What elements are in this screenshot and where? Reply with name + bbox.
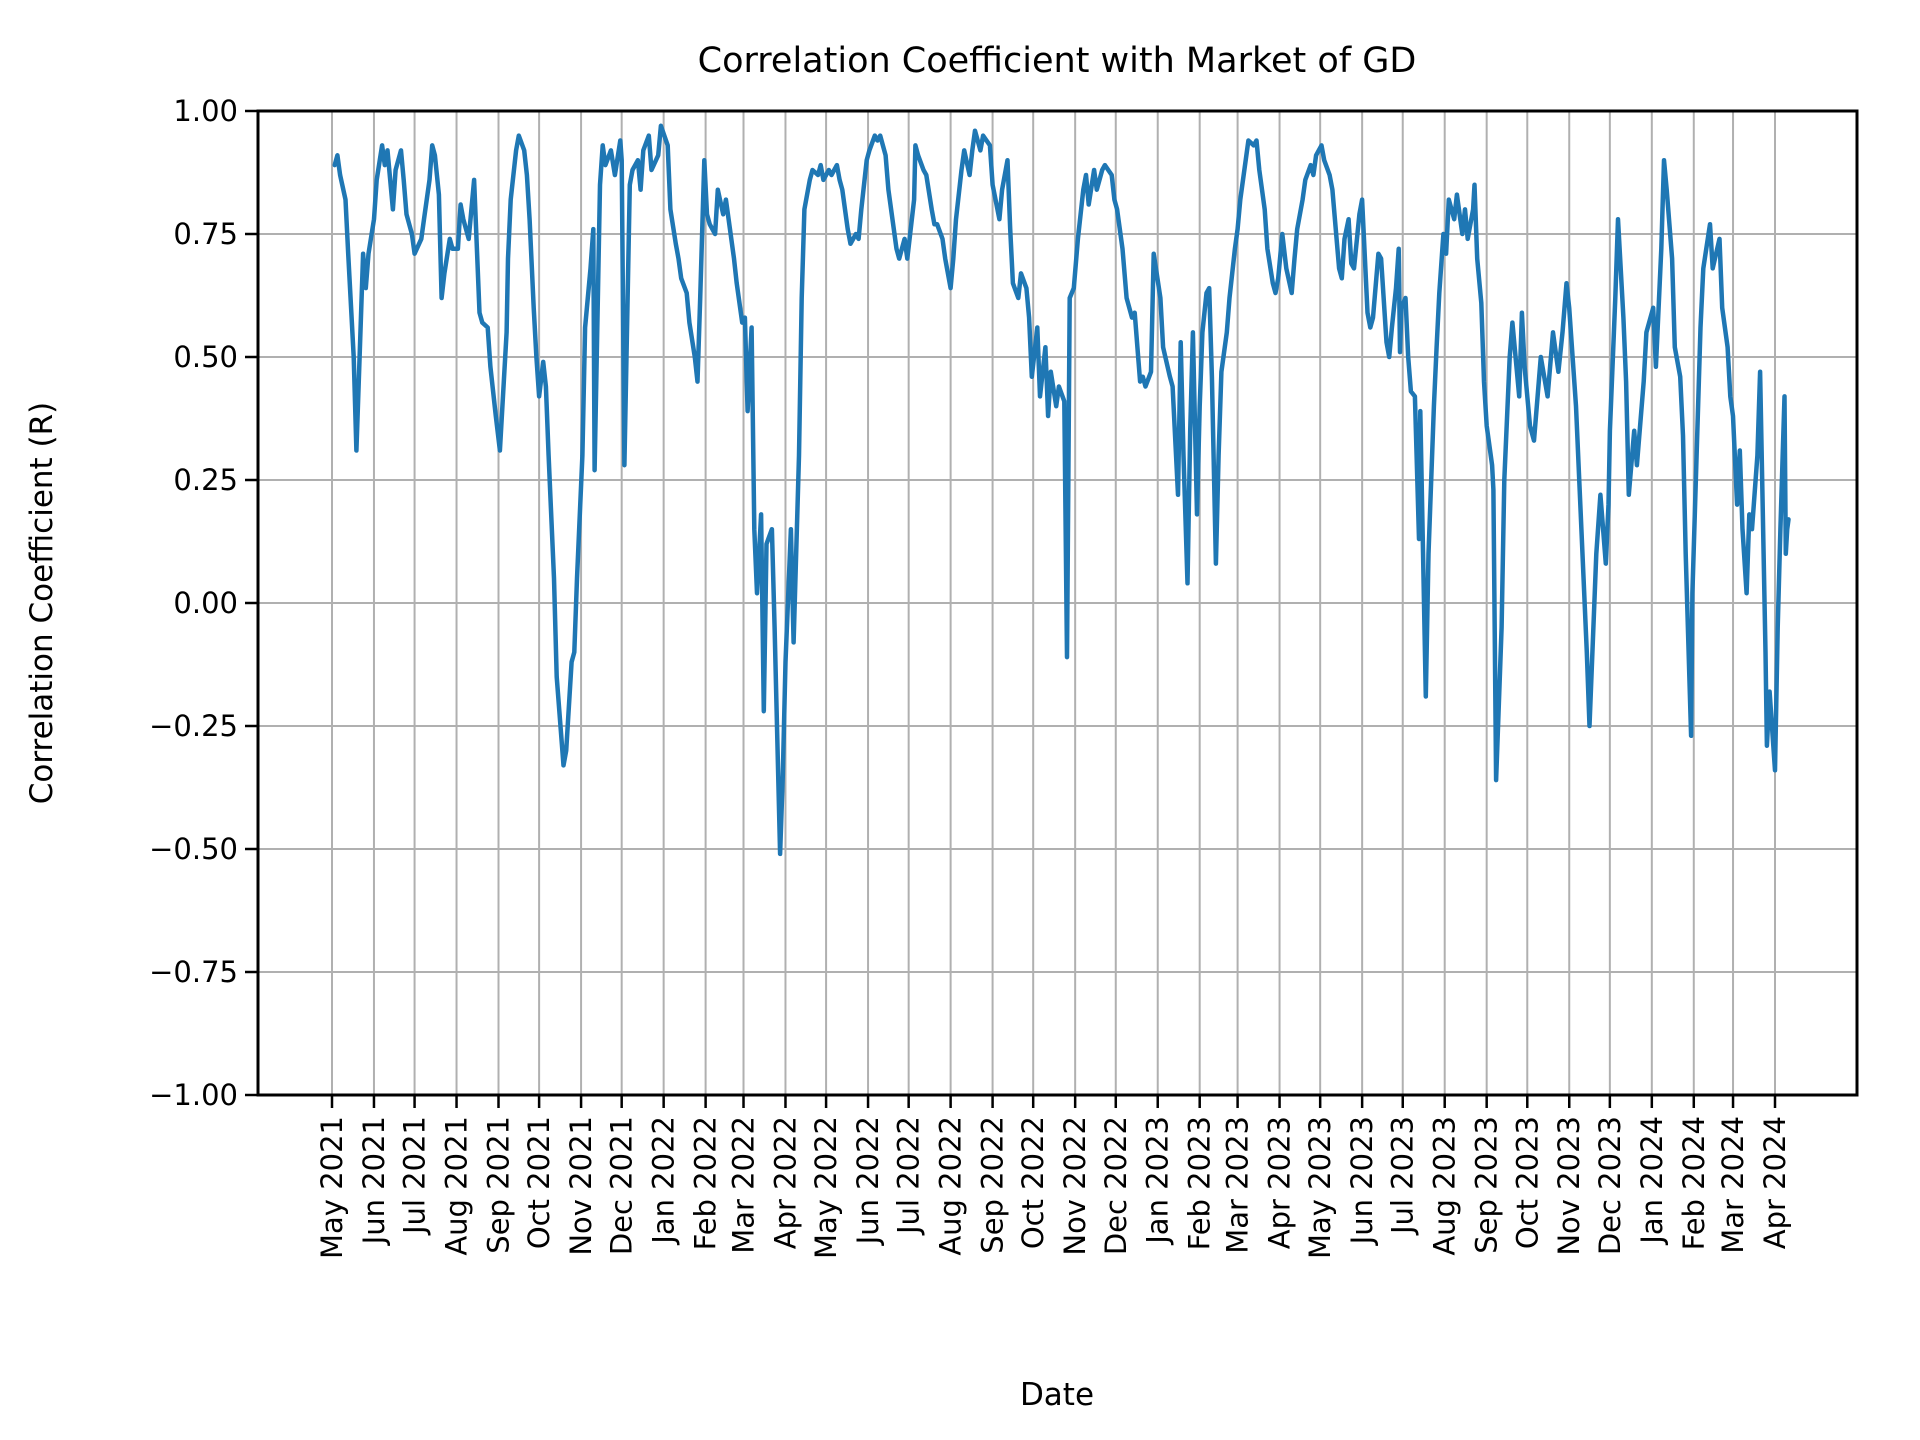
x-tick-label: Oct 2023 [1510, 1116, 1544, 1249]
x-tick-label: May 2023 [1303, 1116, 1337, 1259]
x-tick-label: Nov 2023 [1552, 1116, 1586, 1256]
x-tick-label: Feb 2024 [1677, 1116, 1711, 1250]
x-tick-label: Dec 2021 [605, 1116, 639, 1255]
x-tick-label: Dec 2022 [1099, 1116, 1133, 1255]
y-tick-label: 0.50 [173, 340, 238, 374]
x-tick-label: Jul 2021 [398, 1116, 432, 1236]
x-tick-label: Jun 2021 [357, 1116, 391, 1246]
x-tick-label: Nov 2022 [1058, 1116, 1092, 1256]
correlation-line [332, 123, 1791, 857]
y-axis-label: Correlation Coefficient (R) [24, 402, 60, 805]
x-tick-label: May 2022 [809, 1116, 843, 1259]
x-tick-label: Aug 2023 [1428, 1116, 1462, 1256]
x-tick-label: Dec 2023 [1593, 1116, 1627, 1255]
x-tick-label: Apr 2024 [1758, 1116, 1792, 1249]
x-tick-label: Sep 2022 [976, 1116, 1010, 1254]
y-tick-label: −0.50 [149, 832, 238, 866]
x-tick-label: Mar 2024 [1716, 1116, 1750, 1254]
x-tick-label: Jan 2024 [1635, 1116, 1669, 1246]
y-tick-label: 0.00 [173, 586, 238, 620]
x-tick-label: Apr 2023 [1263, 1116, 1297, 1249]
x-tick-label: Mar 2023 [1221, 1116, 1255, 1254]
x-tick-label: Sep 2023 [1470, 1116, 1504, 1254]
y-tick-label: −0.75 [149, 955, 238, 989]
x-tick-label: Aug 2022 [934, 1116, 968, 1256]
x-tick-label: Aug 2021 [440, 1116, 474, 1256]
x-tick-label: Jul 2023 [1386, 1116, 1420, 1236]
tick-label-layer: May 2021 Jun 2021 Jul 2021 Aug 2021 Sep 2021… [149, 94, 1792, 1259]
x-tick-label: Feb 2022 [689, 1116, 723, 1250]
x-tick-label: Feb 2023 [1183, 1116, 1217, 1250]
x-tick-label: Apr 2022 [768, 1116, 802, 1249]
chart-title: Correlation Coefficient with Market of G… [698, 41, 1417, 81]
x-tick-label: Mar 2022 [727, 1116, 761, 1254]
x-tick-label: Sep 2021 [482, 1116, 516, 1254]
x-tick-label: Jan 2023 [1141, 1116, 1175, 1246]
x-tick-label: Nov 2021 [564, 1116, 598, 1256]
x-tick-label: Jul 2022 [892, 1116, 926, 1236]
y-tick-label: 0.75 [173, 217, 238, 251]
x-tick-label: Jan 2022 [647, 1116, 681, 1246]
x-axis-label: Date [1020, 1377, 1094, 1413]
x-tick-label: Oct 2021 [522, 1116, 556, 1249]
x-tick-label: Oct 2022 [1016, 1116, 1050, 1249]
y-tick-label: 0.25 [173, 463, 238, 497]
y-tick-label: −1.00 [149, 1078, 238, 1112]
x-tick-label: Jun 2022 [851, 1116, 885, 1246]
y-tick-label: −0.25 [149, 709, 238, 743]
x-tick-label: May 2021 [315, 1116, 349, 1259]
tick-layer [245, 109, 1777, 1108]
x-tick-label: Jun 2023 [1345, 1116, 1379, 1246]
y-tick-label: 1.00 [173, 94, 238, 128]
